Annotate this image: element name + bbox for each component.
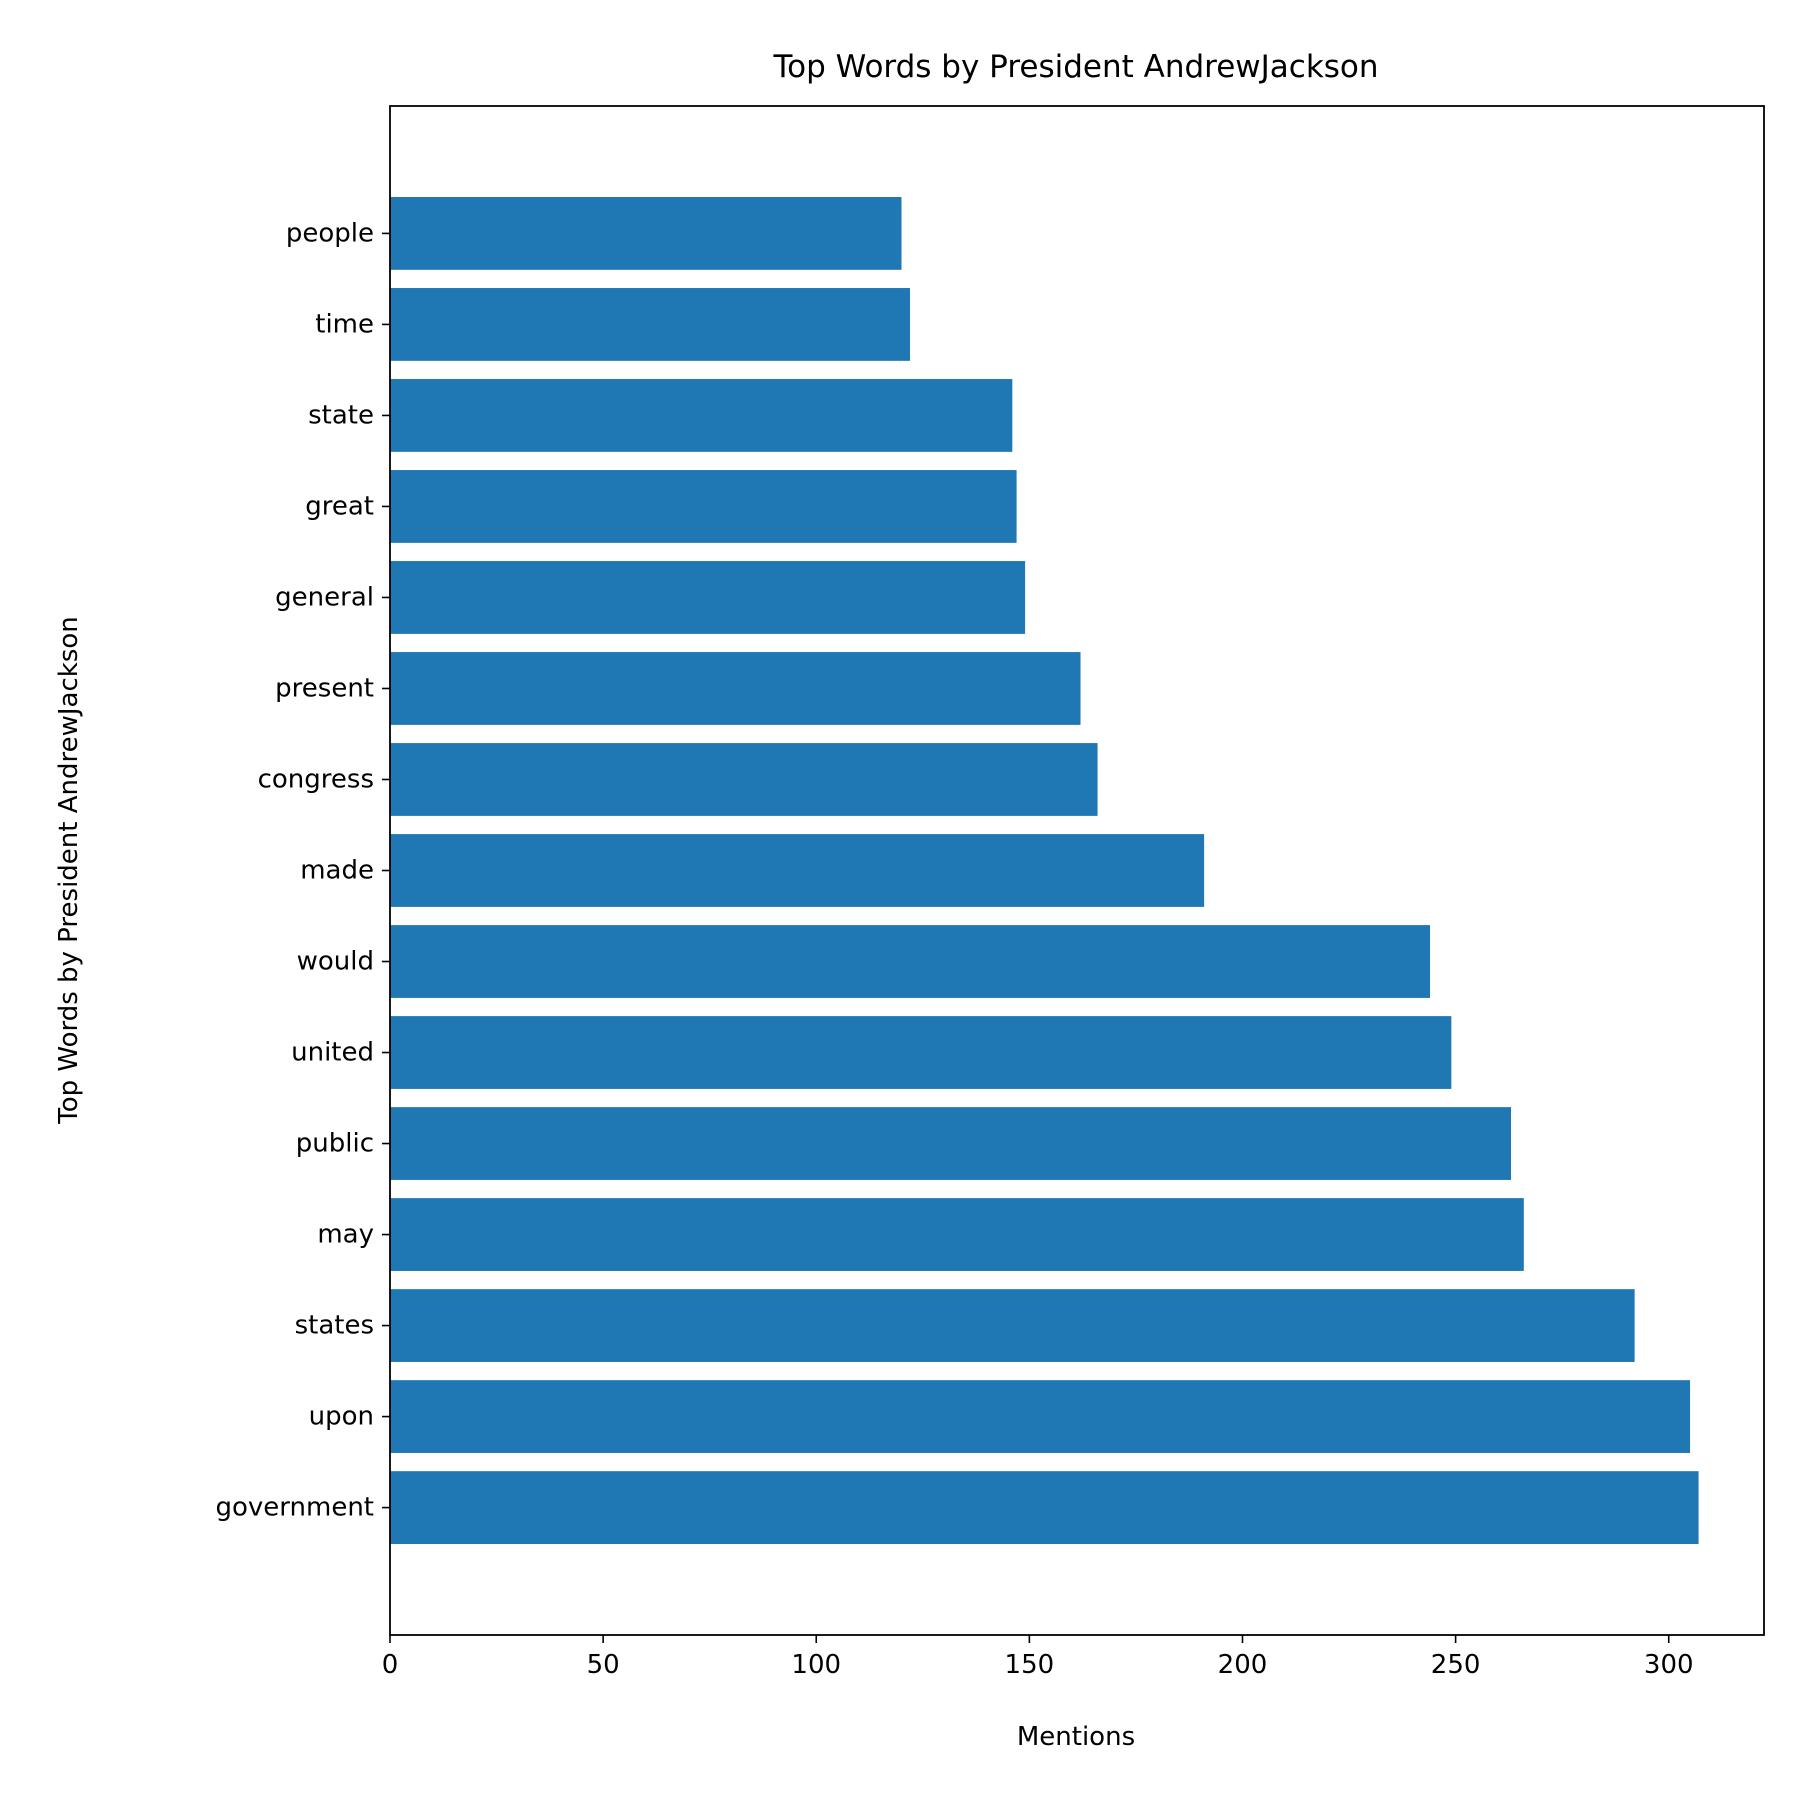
- y-tick-label: states: [295, 1311, 374, 1341]
- y-tick-label: public: [296, 1129, 374, 1159]
- bar-public: [390, 1107, 1512, 1180]
- bars-group: [390, 197, 1699, 1544]
- bar-congress: [390, 743, 1098, 816]
- y-tick-label: government: [215, 1493, 374, 1523]
- x-axis-label: Mentions: [1017, 1722, 1135, 1752]
- y-tick-label: congress: [258, 764, 374, 794]
- y-tick-label: would: [297, 947, 374, 977]
- bar-general: [390, 561, 1026, 634]
- bar-states: [390, 1289, 1635, 1362]
- y-tick-label: united: [291, 1038, 374, 1068]
- bar-government: [390, 1471, 1699, 1544]
- y-tick-label: present: [275, 673, 374, 703]
- bar-would: [390, 925, 1431, 998]
- y-axis-label: Top Words by President AndrewJackson: [54, 616, 84, 1125]
- bar-present: [390, 652, 1081, 725]
- bar-people: [390, 197, 902, 270]
- chart-title: Top Words by President AndrewJackson: [772, 49, 1378, 85]
- x-tick-label: 50: [587, 1650, 620, 1680]
- x-tick-label: 200: [1218, 1650, 1268, 1680]
- x-tick-label: 250: [1431, 1650, 1481, 1680]
- y-axis: government upon states may public united would…: [215, 218, 390, 1523]
- y-tick-label: made: [300, 856, 374, 886]
- x-tick-label: 0: [382, 1650, 399, 1680]
- y-tick-label: state: [308, 400, 374, 430]
- y-tick-label: people: [286, 218, 374, 248]
- bar-made: [390, 834, 1205, 907]
- x-axis: 0 50 100 150 200 250 300: [382, 1635, 1694, 1680]
- x-tick-label: 150: [1005, 1650, 1055, 1680]
- bar-great: [390, 470, 1017, 543]
- y-tick-label: upon: [309, 1402, 374, 1432]
- y-tick-label: general: [275, 582, 374, 612]
- x-tick-label: 300: [1644, 1650, 1694, 1680]
- y-tick-label: great: [305, 491, 374, 521]
- bar-state: [390, 379, 1013, 452]
- bar-time: [390, 288, 911, 361]
- y-tick-label: may: [317, 1220, 374, 1250]
- bar-may: [390, 1198, 1524, 1271]
- bar-upon: [390, 1380, 1691, 1453]
- bar-united: [390, 1016, 1452, 1089]
- y-tick-label: time: [315, 309, 374, 339]
- x-tick-label: 100: [791, 1650, 841, 1680]
